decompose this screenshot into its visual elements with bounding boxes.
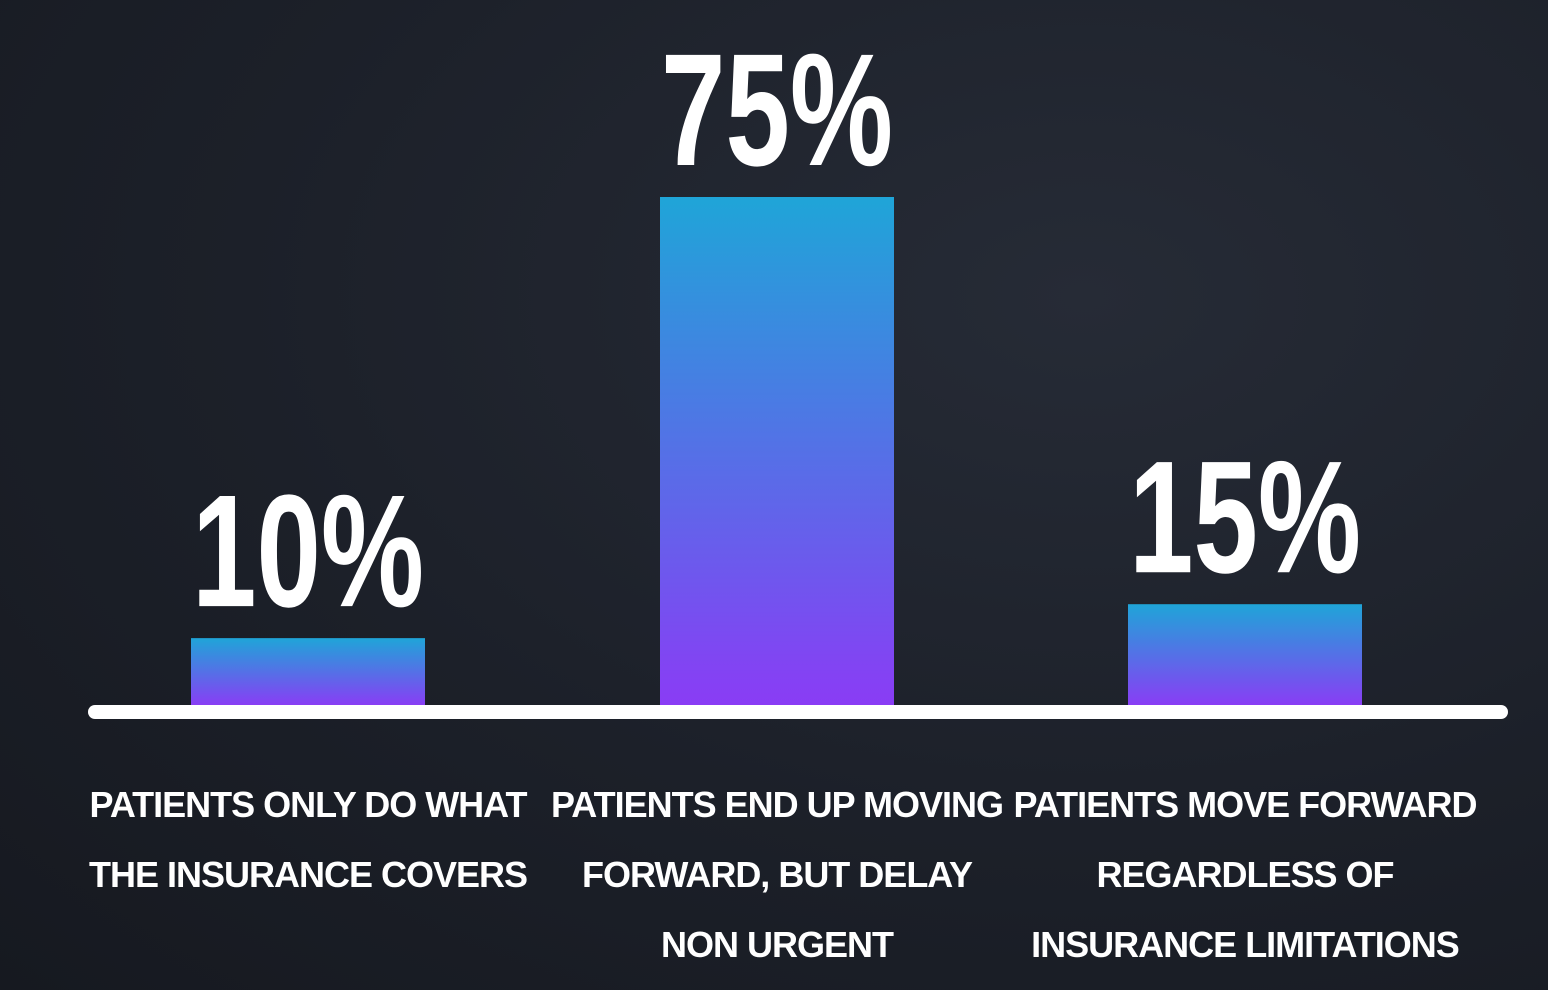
- bar: [1128, 604, 1362, 706]
- bar: [191, 638, 425, 706]
- category-label: PATIENTS END UP MOVING FORWARD, BUT DELA…: [550, 784, 1004, 965]
- bar: [660, 197, 894, 706]
- value-label: 10%: [192, 461, 424, 640]
- value-label: 15%: [1129, 427, 1361, 606]
- value-label: 75%: [661, 20, 893, 199]
- category-label: PATIENTS MOVE FORWARD REGARDLESS OF INSU…: [1013, 784, 1477, 965]
- category-label: PATIENTS ONLY DO WHAT THE INSURANCE COVE…: [88, 784, 528, 895]
